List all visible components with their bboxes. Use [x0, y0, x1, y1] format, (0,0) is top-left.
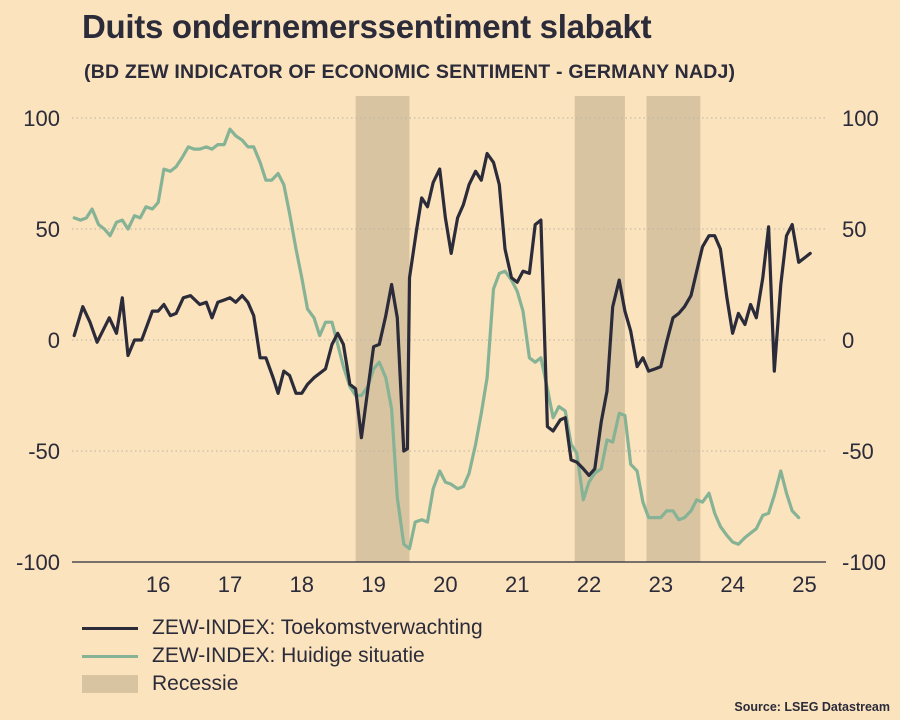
- x-tick-19: 19: [361, 572, 385, 597]
- y-tick-left--50: -50: [28, 439, 60, 464]
- y-tick-left-50: 50: [36, 217, 60, 242]
- legend-swatch-current: [82, 654, 138, 658]
- x-tick-20: 20: [433, 572, 457, 597]
- chart-title: Duits ondernemerssentiment slabakt: [82, 8, 652, 45]
- legend-item-expectations: ZEW-INDEX: Toekomstverwachting: [82, 614, 483, 642]
- x-tick-25: 25: [792, 572, 816, 597]
- legend-item-current: ZEW-INDEX: Huidige situatie: [82, 642, 483, 670]
- y-tick-right-50: 50: [842, 217, 866, 242]
- legend-swatch-recession: [82, 675, 138, 693]
- legend: ZEW-INDEX: Toekomstverwachting ZEW-INDEX…: [82, 614, 483, 698]
- x-tick-18: 18: [290, 572, 314, 597]
- source-note: Source: LSEG Datastream: [734, 700, 890, 714]
- series-line-current: [72, 127, 801, 551]
- y-tick-right-0: 0: [842, 328, 854, 353]
- series-line-expectations: [72, 151, 812, 477]
- recession-band-2: [574, 96, 625, 562]
- legend-swatch-expectations: [82, 626, 138, 630]
- x-tick-16: 16: [146, 572, 170, 597]
- y-tick-right--50: -50: [842, 439, 874, 464]
- x-tick-17: 17: [218, 572, 242, 597]
- y-tick-left-100: 100: [23, 106, 60, 131]
- x-tick-23: 23: [649, 572, 673, 597]
- legend-label-recession: Recessie: [152, 672, 239, 695]
- legend-item-recession: Recessie: [82, 670, 483, 698]
- line-chart: 100 100 50 50 0 0 -50 -50 -100 -100 16 17 18 19 20 21 22…: [16, 96, 886, 597]
- y-tick-right--100: -100: [842, 550, 886, 575]
- legend-label-current: ZEW-INDEX: Huidige situatie: [152, 644, 425, 667]
- y-tick-left-0: 0: [48, 328, 60, 353]
- y-tick-right-100: 100: [842, 106, 879, 131]
- x-tick-22: 22: [577, 572, 601, 597]
- y-tick-left--100: -100: [16, 550, 60, 575]
- legend-label-expectations: ZEW-INDEX: Toekomstverwachting: [152, 616, 483, 639]
- recession-band-3: [646, 96, 701, 562]
- chart-subtitle: (BD ZEW INDICATOR OF ECONOMIC SENTIMENT …: [84, 61, 736, 83]
- x-tick-21: 21: [505, 572, 529, 597]
- x-tick-24: 24: [720, 572, 744, 597]
